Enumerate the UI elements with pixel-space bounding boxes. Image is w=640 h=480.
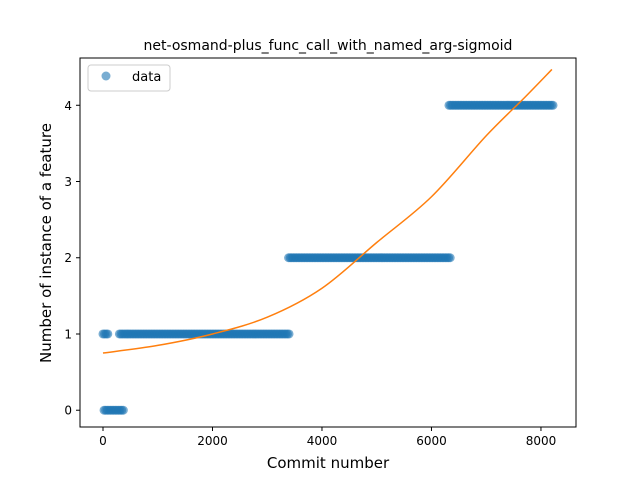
data-point [118,405,128,415]
y-tick-label: 3 [64,175,72,189]
x-tick-label: 4000 [307,434,338,448]
x-axis-label: Commit number [267,454,390,472]
data-segment-3 [284,253,455,263]
x-axis: 0 2000 4000 6000 8000 [99,427,556,448]
data-segment-1 [99,405,128,415]
x-tick-label: 6000 [416,434,447,448]
data-point [103,329,113,339]
y-tick-label: 1 [64,327,72,341]
legend: data [87,64,171,92]
data-segment-0 [98,329,113,339]
data-segment-2 [114,329,294,339]
plot-frame [79,57,577,428]
x-tick-label: 8000 [526,434,557,448]
x-tick-label: 2000 [197,434,228,448]
y-tick-label: 0 [64,404,72,418]
legend-label-data: data [132,70,161,85]
data-point [284,329,294,339]
data-point [548,100,558,110]
plot-area [98,68,558,415]
legend-marker-data [101,71,111,81]
legend-box [87,64,171,92]
chart-title: net-osmand-plus_func_call_with_named_arg… [144,38,513,54]
data-segment-4 [444,100,558,110]
data-point [445,253,455,263]
y-axis: 0 1 2 3 4 [64,99,80,418]
y-tick-label: 2 [64,251,72,265]
y-tick-label: 4 [64,99,72,113]
y-axis-label: Number of instance of a feature [37,123,55,363]
fit-curve [102,68,553,354]
x-tick-label: 0 [99,434,107,448]
